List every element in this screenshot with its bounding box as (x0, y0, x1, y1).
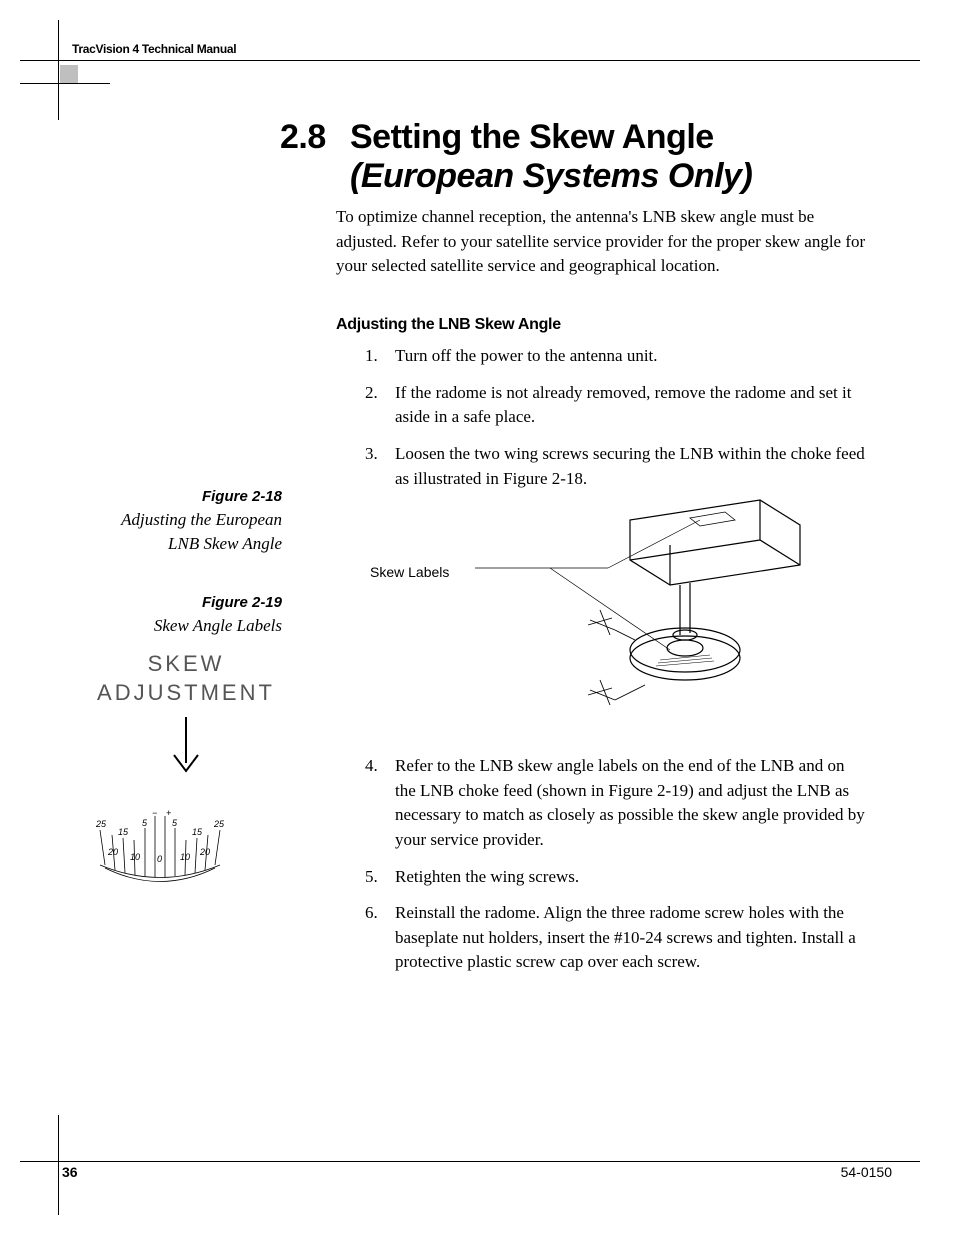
crop-mark-vertical (58, 20, 59, 120)
svg-text:+: + (166, 810, 171, 818)
svg-text:5: 5 (142, 818, 148, 828)
skew-dial-diagram: 25 15 5 5 15 25 20 10 0 10 20 − + (90, 810, 230, 890)
skew-labels-callout: Skew Labels (370, 564, 449, 580)
step-number: 5. (365, 865, 395, 890)
step-text: Refer to the LNB skew angle labels on th… (395, 754, 865, 853)
footer-rule (20, 1161, 920, 1162)
step-number: 2. (365, 381, 395, 430)
step-text: If the radome is not already removed, re… (395, 381, 865, 430)
skew-text-line2: ADJUSTMENT (86, 679, 286, 708)
caption-line: Adjusting the European (121, 510, 282, 529)
svg-text:20: 20 (199, 847, 210, 857)
svg-text:10: 10 (180, 852, 190, 862)
lnb-assembly-figure (460, 490, 830, 730)
running-header: TracVision 4 Technical Manual (72, 42, 236, 56)
intro-paragraph: To optimize channel reception, the anten… (336, 205, 866, 279)
svg-text:15: 15 (118, 827, 129, 837)
svg-text:25: 25 (213, 819, 225, 829)
svg-text:10: 10 (130, 852, 140, 862)
svg-text:0: 0 (157, 854, 162, 864)
list-item: 5. Retighten the wing screws. (365, 865, 865, 890)
svg-text:5: 5 (172, 818, 178, 828)
list-item: 1. Turn off the power to the antenna uni… (365, 344, 865, 369)
arrow-down-icon (166, 715, 206, 775)
svg-text:20: 20 (107, 847, 118, 857)
steps-list-a: 1. Turn off the power to the antenna uni… (365, 344, 865, 503)
step-number: 3. (365, 442, 395, 491)
crop-mark-box (60, 65, 78, 83)
list-item: 2. If the radome is not already removed,… (365, 381, 865, 430)
caption-line: LNB Skew Angle (168, 534, 282, 553)
skew-text-line1: SKEW (86, 650, 286, 679)
section-subtitle: (European Systems Only) (350, 157, 752, 196)
section-number: 2.8 (280, 118, 326, 157)
figure-2-18-label: Figure 2-18 (202, 488, 282, 505)
figure-2-18-caption: Adjusting the European LNB Skew Angle (121, 508, 282, 556)
list-item: 4. Refer to the LNB skew angle labels on… (365, 754, 865, 853)
figure-2-19-label: Figure 2-19 (202, 594, 282, 611)
step-text: Turn off the power to the antenna unit. (395, 344, 865, 369)
list-item: 6. Reinstall the radome. Align the three… (365, 901, 865, 975)
section-title: Setting the Skew Angle (350, 118, 714, 157)
svg-text:−: − (152, 810, 157, 818)
page-number: 36 (62, 1164, 78, 1180)
document-number: 54-0150 (841, 1164, 892, 1180)
crop-mark-horizontal (20, 83, 110, 84)
steps-list-b: 4. Refer to the LNB skew angle labels on… (365, 754, 865, 987)
header-rule (20, 60, 920, 61)
step-text: Retighten the wing screws. (395, 865, 865, 890)
step-text: Reinstall the radome. Align the three ra… (395, 901, 865, 975)
step-text: Loosen the two wing screws securing the … (395, 442, 865, 491)
svg-text:25: 25 (95, 819, 107, 829)
subheading-adjusting: Adjusting the LNB Skew Angle (336, 316, 561, 334)
list-item: 3. Loosen the two wing screws securing t… (365, 442, 865, 491)
skew-adjustment-diagram: SKEW ADJUSTMENT (86, 650, 286, 780)
step-number: 4. (365, 754, 395, 853)
step-number: 6. (365, 901, 395, 975)
svg-text:15: 15 (192, 827, 203, 837)
step-number: 1. (365, 344, 395, 369)
footer-crop-vertical (58, 1115, 59, 1215)
figure-2-19-caption: Skew Angle Labels (154, 614, 282, 638)
